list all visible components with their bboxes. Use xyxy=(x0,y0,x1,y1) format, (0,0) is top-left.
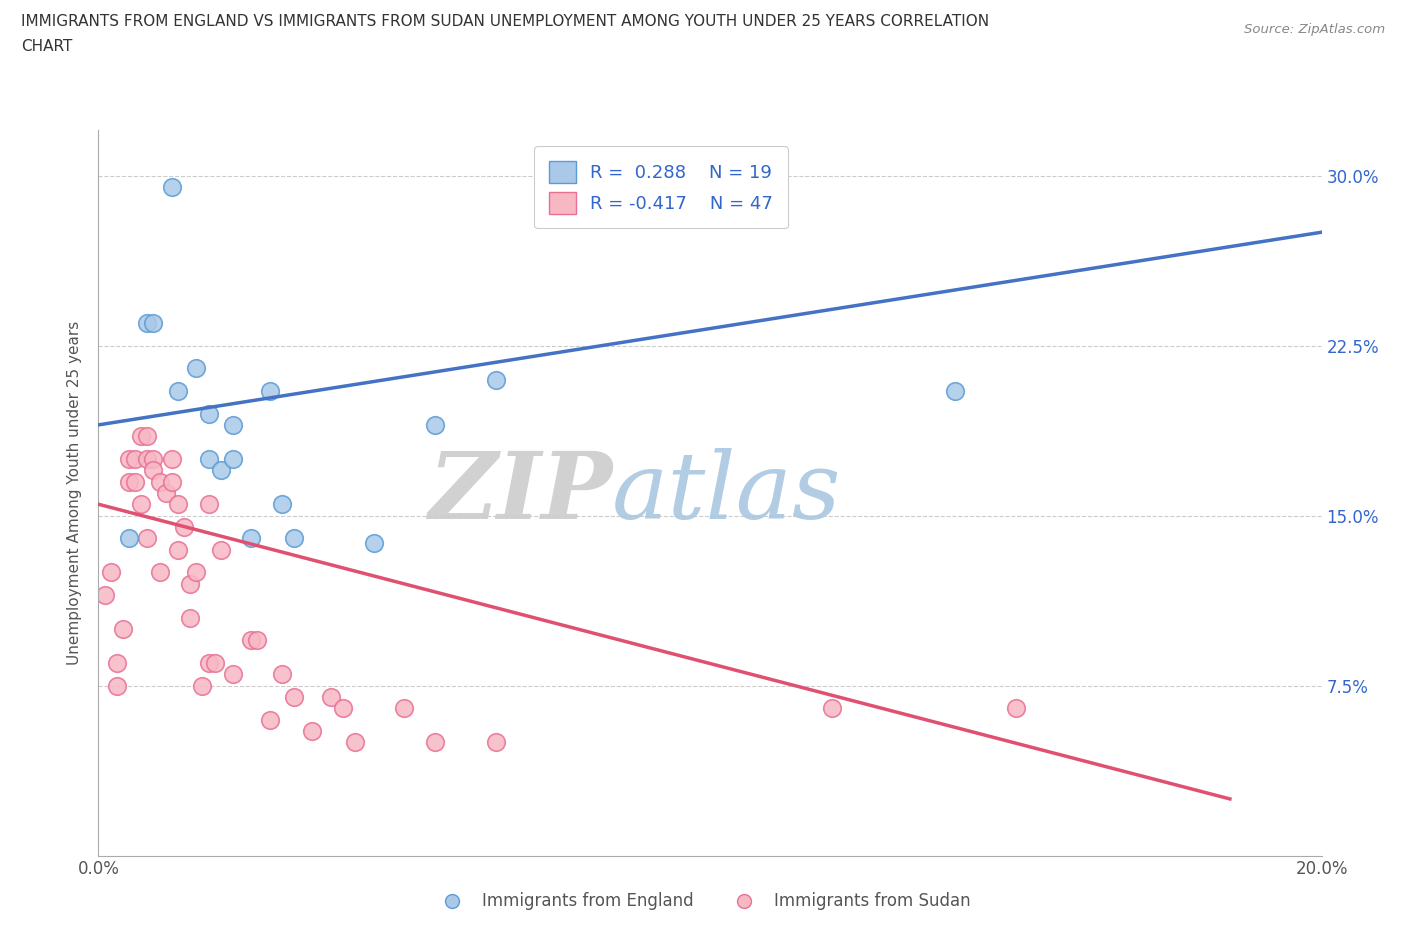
Point xyxy=(363,536,385,551)
Point xyxy=(155,485,177,500)
Point xyxy=(344,735,367,750)
Point xyxy=(222,418,245,432)
Point xyxy=(118,531,141,546)
Point xyxy=(821,701,844,716)
Point xyxy=(283,689,305,704)
Point xyxy=(270,667,292,682)
Point xyxy=(105,656,128,671)
Point xyxy=(186,361,208,376)
Point xyxy=(332,701,354,716)
Y-axis label: Unemployment Among Youth under 25 years: Unemployment Among Youth under 25 years xyxy=(67,321,83,665)
Point xyxy=(197,451,219,466)
Point xyxy=(160,179,183,194)
Point xyxy=(105,678,128,693)
Text: IMMIGRANTS FROM ENGLAND VS IMMIGRANTS FROM SUDAN UNEMPLOYMENT AMONG YOUTH UNDER : IMMIGRANTS FROM ENGLAND VS IMMIGRANTS FR… xyxy=(21,14,990,29)
Point xyxy=(423,418,446,432)
Point xyxy=(222,667,245,682)
Point xyxy=(167,542,190,557)
Point xyxy=(124,474,146,489)
Point xyxy=(129,429,152,444)
Point xyxy=(136,451,159,466)
Point xyxy=(246,632,269,647)
Point xyxy=(173,520,195,535)
Point xyxy=(392,701,416,716)
Legend: Immigrants from England, Immigrants from Sudan: Immigrants from England, Immigrants from… xyxy=(429,885,977,917)
Point xyxy=(167,383,190,398)
Point xyxy=(485,735,508,750)
Point xyxy=(197,406,219,421)
Point xyxy=(301,724,323,738)
Point xyxy=(197,497,219,512)
Point xyxy=(136,429,159,444)
Point xyxy=(270,497,292,512)
Point xyxy=(186,565,208,579)
Point xyxy=(118,474,141,489)
Point xyxy=(191,678,214,693)
Point xyxy=(160,451,183,466)
Point xyxy=(142,463,165,478)
Point xyxy=(136,315,159,330)
Point xyxy=(167,497,190,512)
Point xyxy=(149,474,172,489)
Point xyxy=(204,656,226,671)
Point xyxy=(943,383,966,398)
Point xyxy=(222,451,245,466)
Legend: R =  0.288    N = 19, R = -0.417    N = 47: R = 0.288 N = 19, R = -0.417 N = 47 xyxy=(534,147,787,229)
Point xyxy=(93,588,115,603)
Point xyxy=(209,542,232,557)
Point xyxy=(283,531,305,546)
Point xyxy=(240,531,263,546)
Point xyxy=(209,463,232,478)
Point xyxy=(142,315,165,330)
Text: CHART: CHART xyxy=(21,39,73,54)
Point xyxy=(118,451,141,466)
Text: ZIP: ZIP xyxy=(427,448,612,538)
Text: Source: ZipAtlas.com: Source: ZipAtlas.com xyxy=(1244,23,1385,36)
Point xyxy=(100,565,122,579)
Point xyxy=(1004,701,1026,716)
Point xyxy=(179,610,201,625)
Point xyxy=(423,735,446,750)
Point xyxy=(197,656,219,671)
Point xyxy=(259,383,281,398)
Point xyxy=(485,372,508,387)
Point xyxy=(142,451,165,466)
Point xyxy=(149,565,172,579)
Point xyxy=(319,689,342,704)
Text: atlas: atlas xyxy=(612,448,842,538)
Point xyxy=(124,451,146,466)
Point xyxy=(136,531,159,546)
Point xyxy=(129,497,152,512)
Point xyxy=(111,621,134,636)
Point xyxy=(240,632,263,647)
Point xyxy=(160,474,183,489)
Point xyxy=(259,712,281,727)
Point xyxy=(179,577,201,591)
